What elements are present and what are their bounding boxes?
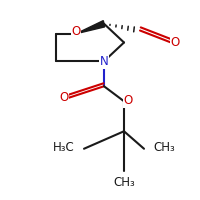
Text: O: O [59,91,68,104]
Text: H₃C: H₃C [53,141,75,154]
Text: N: N [100,55,108,68]
Text: O: O [71,25,81,38]
Text: CH₃: CH₃ [113,176,135,189]
Text: O: O [124,94,133,107]
Polygon shape [76,21,105,34]
Text: CH₃: CH₃ [154,141,175,154]
Text: O: O [171,36,180,49]
